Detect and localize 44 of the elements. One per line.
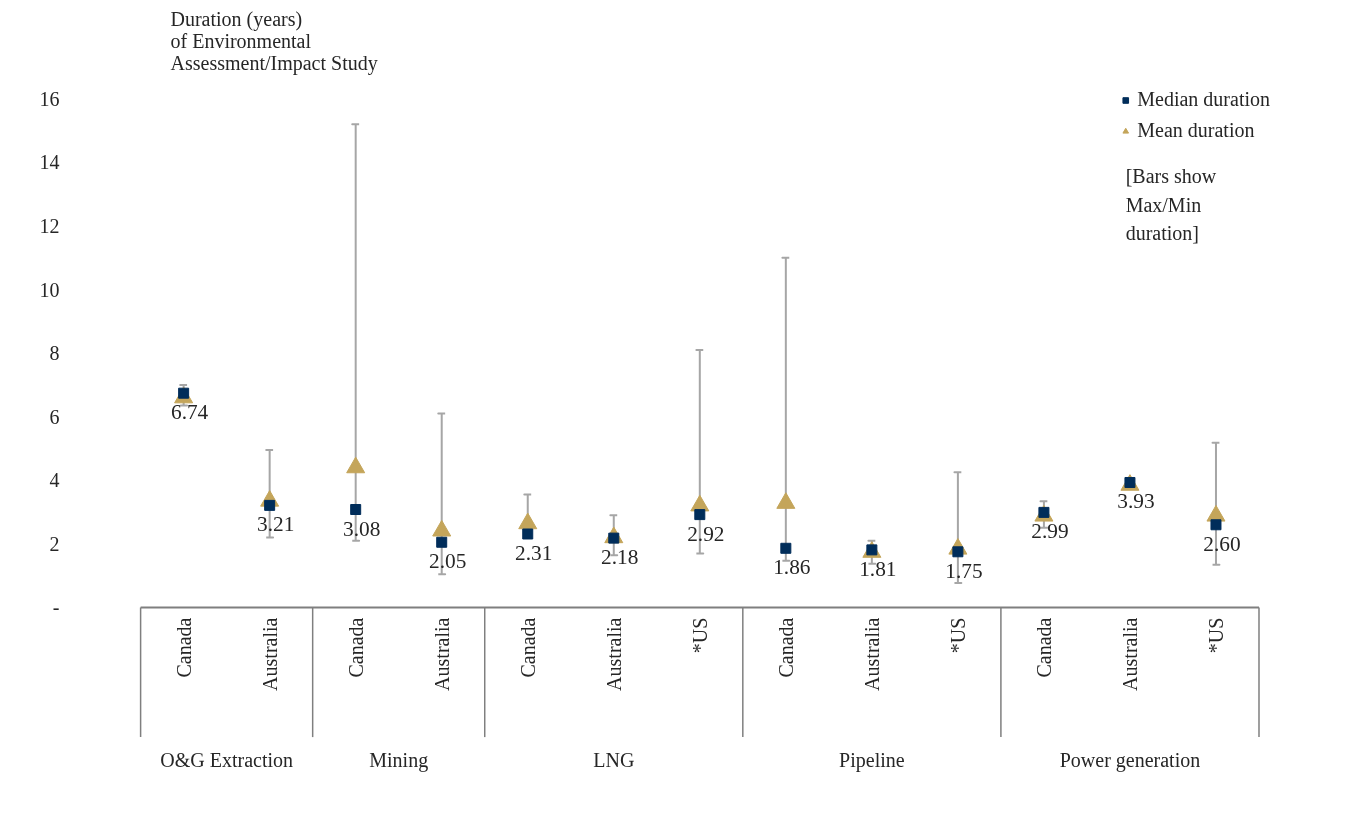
x-tick-label: Australia: [430, 617, 453, 691]
y-tick-label: 12: [39, 214, 60, 237]
data-label: 2.31: [515, 540, 553, 565]
y-tick-label: 6: [49, 405, 60, 428]
x-tick-label: Australia: [1118, 617, 1141, 691]
text: O&G Extraction: [160, 748, 294, 771]
x-tick-label: Canada: [774, 617, 797, 678]
x-tick-label: *US: [1204, 617, 1227, 654]
y-tick-label: 14: [39, 151, 60, 174]
data-label: 2.60: [1203, 531, 1241, 556]
y-axis-title: Duration (years) of Environmental Assessment/Impact Study: [170, 7, 378, 75]
data-label: 1.75: [945, 558, 983, 583]
x-tick-label: *US: [688, 617, 711, 654]
text: Mining: [369, 748, 429, 772]
data-label: 2.05: [429, 549, 467, 574]
x-tick-label: Canada: [344, 617, 367, 678]
y-tick-label: 8: [49, 342, 60, 365]
x-tick-label: Australia: [258, 617, 281, 691]
x-tick-label: Canada: [516, 617, 539, 678]
x-tick-label: Canada: [1032, 617, 1055, 678]
data-label: 3.08: [343, 516, 381, 541]
legend-label: Mean duration: [1137, 119, 1255, 142]
x-tick-label: Australia: [602, 617, 625, 691]
data-label: 2.18: [601, 545, 639, 570]
data-label: 2.92: [687, 521, 725, 546]
y-tick-label: 16: [39, 87, 60, 110]
data-label: 2.99: [1031, 519, 1069, 544]
text: LNG: [593, 748, 635, 771]
y-tick-label: -: [52, 596, 60, 619]
data-label: 1.81: [859, 556, 897, 581]
x-tick-label: Canada: [172, 617, 195, 678]
data-label: 1.86: [773, 555, 811, 580]
data-label: 6.74: [170, 400, 209, 425]
annotation: [Bars show Max/Min duration]: [1125, 164, 1217, 245]
x-tick-label: *US: [946, 617, 969, 654]
y-tick-label: 2: [49, 532, 60, 555]
x-tick-label: Australia: [860, 617, 883, 691]
data-label: 3.93: [1117, 489, 1155, 514]
legend-label: Median duration: [1137, 88, 1270, 111]
text: Power generation: [1059, 748, 1201, 772]
text: Pipeline: [839, 748, 905, 772]
y-tick-label: 10: [39, 278, 60, 301]
y-tick-label: 4: [49, 469, 60, 492]
data-label: 3.21: [256, 512, 295, 537]
